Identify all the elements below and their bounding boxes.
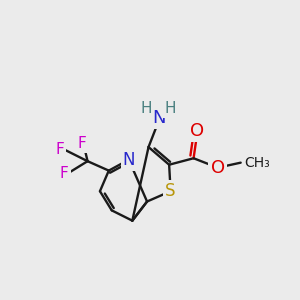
Text: F: F bbox=[78, 136, 87, 151]
Text: F: F bbox=[55, 142, 64, 157]
Text: F: F bbox=[60, 166, 68, 181]
Text: O: O bbox=[190, 122, 204, 140]
Text: H: H bbox=[141, 101, 152, 116]
Text: N: N bbox=[123, 151, 135, 169]
Text: S: S bbox=[165, 182, 176, 200]
Text: H: H bbox=[164, 101, 176, 116]
Text: N: N bbox=[152, 109, 166, 127]
Text: O: O bbox=[211, 159, 225, 177]
Text: CH₃: CH₃ bbox=[244, 156, 270, 170]
